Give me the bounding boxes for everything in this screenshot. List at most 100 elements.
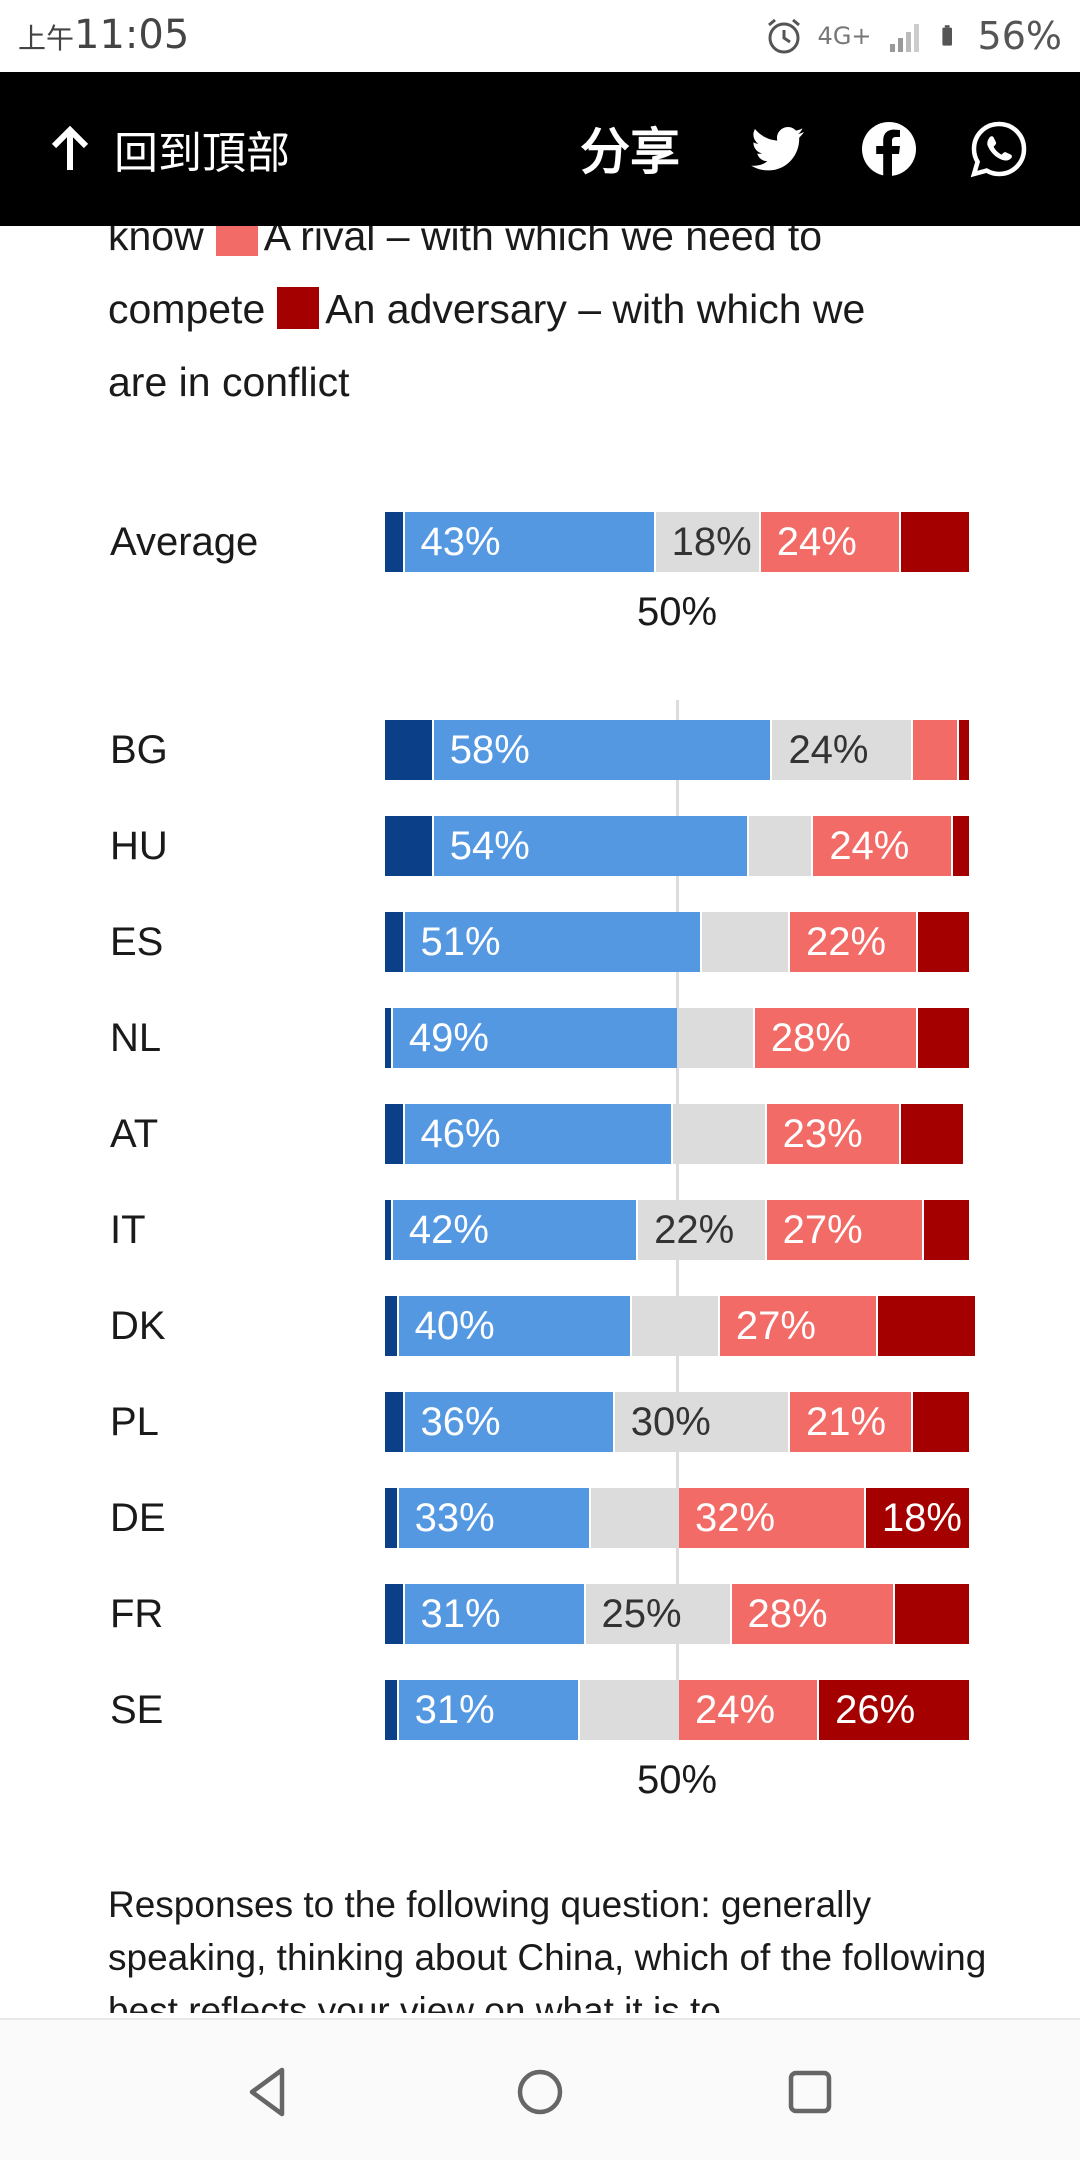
stacked-bar: 49% 28%	[385, 1008, 969, 1068]
bar-segment-dark-blue	[385, 1584, 403, 1644]
row-label: ES	[110, 920, 164, 964]
bar-value-label: 22%	[805, 920, 887, 964]
stacked-bar: 33% 32% 18%	[385, 1488, 969, 1548]
bar-value-label: 40%	[414, 1304, 495, 1348]
bar-segment-blue: 40%	[398, 1296, 631, 1356]
bar-segment-grey: 30%	[614, 1392, 788, 1452]
bar-value-label: 46%	[420, 1112, 501, 1156]
clock: 上午11:05	[18, 12, 189, 58]
bar-value-label: 51%	[420, 920, 501, 964]
bar-value-label: 24%	[776, 520, 857, 564]
battery-icon	[941, 25, 952, 46]
row-label: BG	[110, 728, 168, 772]
legend-text: know A rival – with which we need to comp…	[108, 200, 988, 419]
stacked-bar: 46% 23%	[385, 1104, 969, 1164]
battery-percent: 56%	[977, 14, 1062, 58]
bar-segment-dark-red	[953, 816, 969, 876]
bar-value-label: 26%	[835, 1688, 916, 1732]
bar-value-label: 28%	[747, 1592, 828, 1636]
bar-segment-blue: 46%	[404, 1104, 672, 1164]
row-label: DK	[110, 1304, 166, 1348]
row-label: AT	[110, 1112, 159, 1156]
row-label: Average	[110, 520, 259, 564]
row-label: IT	[110, 1208, 146, 1252]
bar-segment-grey: 18%	[655, 512, 759, 572]
bar-segment-blue: 49%	[392, 1008, 677, 1068]
network-type: 4G+	[817, 22, 872, 50]
bar-segment-blue: 58%	[433, 720, 771, 780]
bar-segment-light-red: 23%	[766, 1104, 899, 1164]
alarm-icon	[767, 18, 800, 54]
bar-segment-dark-blue	[385, 1392, 403, 1452]
bar-segment-light-red: 24%	[679, 1680, 818, 1740]
bar-segment-dark-red	[918, 912, 969, 972]
bar-segment-blue: 42%	[392, 1200, 637, 1260]
bar-segment-light-red: 28%	[731, 1584, 894, 1644]
system-navigation-bar	[0, 2018, 1080, 2160]
bar-segment-light-red: 21%	[789, 1392, 911, 1452]
bar-segment-light-red: 32%	[679, 1488, 864, 1548]
home-nav-icon[interactable]	[508, 2060, 572, 2124]
row-label: DE	[110, 1496, 166, 1540]
article-toolbar: 回到頂部 分享	[0, 72, 1080, 226]
bar-value-label: 30%	[630, 1400, 711, 1444]
bar-segment-blue: 31%	[404, 1584, 584, 1644]
bar-value-label: 27%	[782, 1208, 863, 1252]
bar-segment-dark-blue	[385, 1008, 391, 1068]
whatsapp-icon[interactable]	[968, 118, 1030, 180]
bar-value-label: 49%	[408, 1016, 489, 1060]
legend-compete-text: compete	[108, 286, 266, 332]
row-label: PL	[110, 1400, 159, 1444]
bar-segment-dark-red	[959, 720, 969, 780]
adversary-swatch	[277, 287, 320, 329]
share-label: 分享	[580, 123, 680, 181]
row-label: SE	[110, 1688, 164, 1732]
bar-value-label: 18%	[881, 1496, 962, 1540]
bar-segment-dark-blue	[385, 1680, 397, 1740]
back-to-top-button[interactable]: 回到頂部	[48, 116, 290, 182]
midline-50	[676, 700, 679, 1740]
bar-segment-dark-red: 18%	[865, 1488, 969, 1548]
bar-value-label: 32%	[695, 1496, 776, 1540]
bar-segment-dark-red	[900, 512, 969, 572]
bar-value-label: 24%	[829, 824, 910, 868]
stacked-bar: 58% 24%	[385, 720, 969, 780]
row-label: HU	[110, 824, 168, 868]
bar-segment-grey	[673, 1104, 765, 1164]
bar-segment-light-red: 22%	[789, 912, 917, 972]
bar-value-label: 23%	[782, 1112, 863, 1156]
bar-segment-dark-red: 26%	[819, 1680, 969, 1740]
bar-segment-dark-blue	[385, 720, 432, 780]
chart-footnote: Responses to the following question: gen…	[108, 1884, 987, 2013]
bar-segment-dark-blue	[385, 1200, 391, 1260]
legend-line-adversary: compete An adversary – with which we	[108, 273, 988, 346]
stacked-bar: 43% 18% 24%	[385, 512, 969, 572]
recents-nav-icon[interactable]	[778, 2060, 842, 2124]
back-nav-icon[interactable]	[236, 2060, 300, 2124]
arrow-up-icon	[51, 125, 89, 170]
back-to-top-label: 回到頂部	[114, 128, 290, 179]
bar-segment-blue: 51%	[404, 912, 701, 972]
facebook-icon[interactable]	[858, 118, 920, 180]
bar-segment-blue: 31%	[398, 1680, 578, 1740]
stacked-bar: 40% 27%	[385, 1296, 975, 1356]
status-bar: 上午11:05 4G+ 56%	[0, 0, 1080, 72]
twitter-icon[interactable]	[748, 118, 810, 180]
bar-segment-dark-red	[900, 1104, 964, 1164]
bar-value-label: 43%	[420, 520, 501, 564]
bar-segment-blue: 33%	[398, 1488, 590, 1548]
bar-value-label: 31%	[420, 1592, 501, 1636]
bar-segment-light-red: 27%	[766, 1200, 923, 1260]
bar-segment-grey	[702, 912, 788, 972]
time-label: 11:05	[74, 12, 190, 58]
stacked-bar: 51% 22%	[385, 912, 969, 972]
bar-segment-grey	[591, 1488, 677, 1548]
stacked-bar: 54% 24%	[385, 816, 969, 876]
bar-value-label: 54%	[449, 824, 530, 868]
bar-segment-dark-blue	[385, 1296, 397, 1356]
bar-value-label: 36%	[420, 1400, 501, 1444]
bar-segment-dark-red	[918, 1008, 969, 1068]
signal-icon	[889, 24, 919, 52]
bar-segment-dark-blue	[385, 512, 403, 572]
ampm-label: 上午	[18, 22, 75, 55]
